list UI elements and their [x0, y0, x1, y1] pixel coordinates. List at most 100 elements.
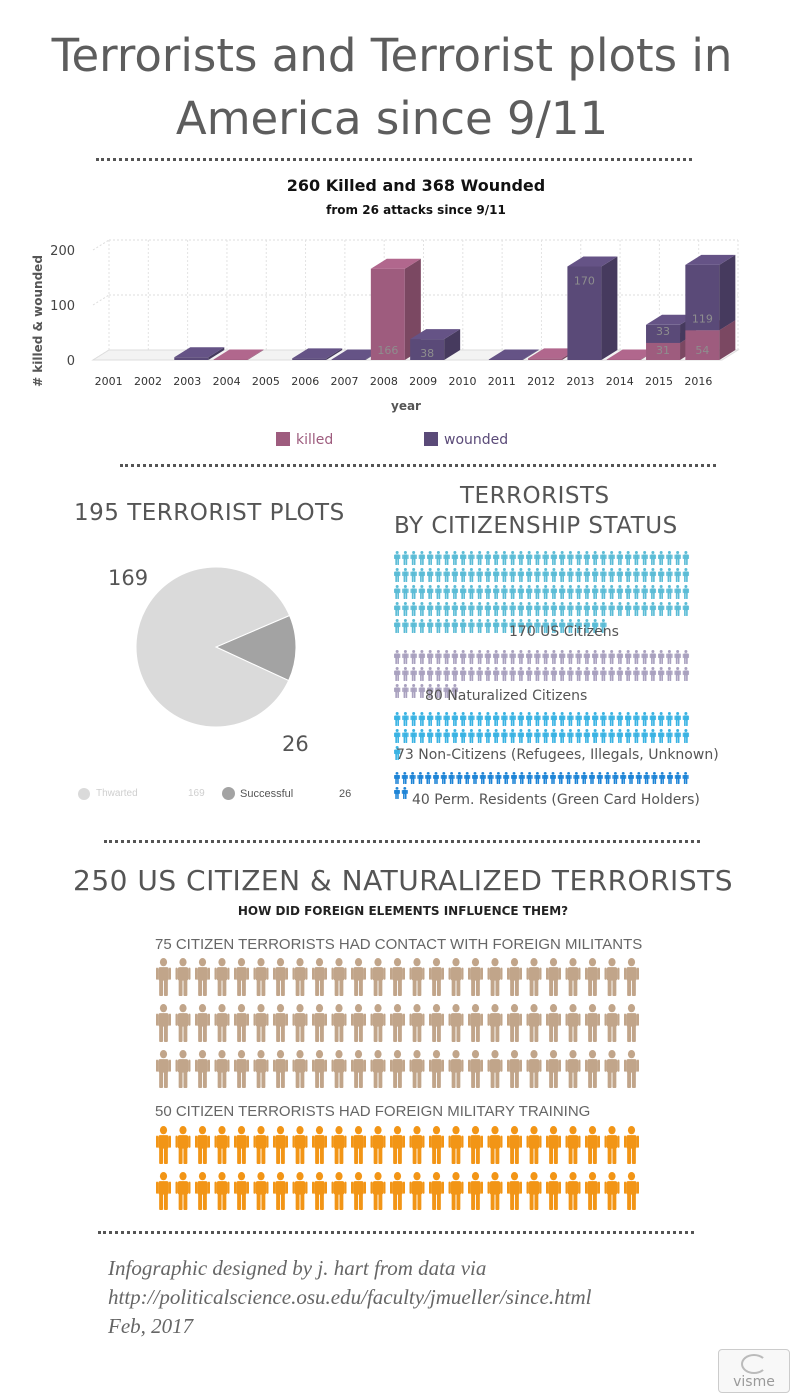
visme-logo[interactable]: visme	[718, 1349, 790, 1393]
person-arm	[514, 605, 516, 611]
person-body	[493, 622, 499, 628]
person-leg	[496, 559, 498, 565]
person-arm	[509, 554, 511, 560]
person-body	[658, 653, 664, 659]
person-us-citizen	[410, 585, 417, 599]
person-arm	[539, 732, 541, 738]
page-title-line-1: Terrorists and Terrorist plots in	[51, 29, 733, 82]
person-non-citizen	[427, 712, 434, 726]
person-us-citizen	[517, 551, 525, 565]
person-leg	[529, 675, 531, 681]
person-us-citizen	[682, 602, 690, 616]
person-arm	[655, 605, 657, 611]
person-arm	[175, 1059, 178, 1072]
person-body	[683, 588, 689, 594]
person-leg	[451, 1071, 456, 1088]
person-leg	[568, 1147, 573, 1164]
person-leg	[339, 1193, 344, 1210]
person-contact	[409, 1050, 425, 1088]
person-training	[409, 1172, 425, 1210]
person-body	[236, 1135, 247, 1149]
person-leg	[477, 720, 480, 726]
person-arm	[422, 1181, 425, 1194]
person-leg	[504, 720, 507, 726]
person-us-citizen	[451, 619, 459, 633]
person-arm	[506, 605, 508, 611]
person-body	[510, 554, 515, 560]
person-head	[621, 772, 625, 775]
person-leg	[676, 778, 678, 784]
person-arm	[523, 588, 525, 594]
person-leg	[593, 737, 595, 743]
person-body	[493, 605, 499, 611]
person-leg	[659, 576, 661, 582]
person-leg	[420, 627, 422, 633]
bar-wounded-front	[488, 359, 523, 360]
person-body	[411, 670, 416, 676]
person-head	[552, 729, 556, 733]
person-contact	[429, 1004, 444, 1042]
person-body	[431, 1135, 442, 1149]
person-leg	[553, 1147, 558, 1164]
person-leg	[661, 576, 663, 582]
person-head	[412, 729, 416, 733]
person-arm	[415, 571, 417, 577]
person-leg	[358, 1071, 363, 1088]
bar-killed-front	[528, 358, 563, 360]
person-leg	[397, 1147, 402, 1164]
person-contact	[292, 958, 308, 996]
person-leg	[300, 1147, 305, 1164]
person-body	[584, 715, 590, 721]
person-body	[625, 715, 631, 721]
person-body	[353, 1059, 364, 1073]
person-arm	[539, 715, 541, 721]
person-head	[626, 650, 630, 654]
person-head	[634, 551, 638, 555]
person-perm-resident	[456, 772, 463, 784]
person-leg	[514, 1193, 519, 1210]
person-body	[493, 715, 499, 721]
person-body	[477, 732, 482, 738]
person-arm	[575, 732, 577, 738]
person-us-citizen	[501, 585, 508, 599]
person-leg	[534, 979, 539, 996]
person-arm	[394, 732, 395, 738]
person-body	[452, 732, 458, 738]
person-leg	[198, 1193, 203, 1210]
person-leg	[593, 720, 595, 726]
person-training	[156, 1126, 171, 1164]
person-head	[395, 650, 399, 654]
person-us-citizen	[435, 602, 442, 616]
person-body	[642, 605, 647, 611]
person-head	[510, 1172, 519, 1181]
person-arm	[514, 732, 516, 738]
person-arm	[440, 554, 442, 560]
person-leg	[529, 610, 531, 616]
person-head	[403, 729, 407, 733]
person-head	[296, 1126, 304, 1135]
person-arm	[443, 622, 445, 628]
person-leg	[593, 576, 595, 582]
x-tick-label: 2002	[134, 375, 162, 388]
person-training	[624, 1172, 639, 1210]
person-body	[543, 732, 548, 738]
person-arm	[331, 1181, 334, 1194]
person-head	[544, 650, 548, 654]
person-arm	[567, 605, 569, 611]
person-leg	[413, 576, 416, 582]
person-body	[650, 605, 656, 611]
person-body	[493, 588, 499, 594]
person-arm	[422, 967, 425, 980]
person-perm-resident	[542, 772, 549, 784]
logo-text: visme	[733, 1374, 775, 1390]
person-leg	[446, 627, 449, 633]
person-arm	[214, 1135, 217, 1148]
person-leg	[393, 1025, 398, 1042]
person-head	[659, 568, 663, 572]
person-body	[628, 774, 634, 780]
person-us-citizen	[649, 551, 657, 565]
pie-chart-title: 195 TERRORIST PLOTS	[74, 500, 345, 526]
person-arm	[424, 605, 426, 611]
person-leg	[430, 737, 432, 743]
person-leg	[605, 778, 608, 784]
